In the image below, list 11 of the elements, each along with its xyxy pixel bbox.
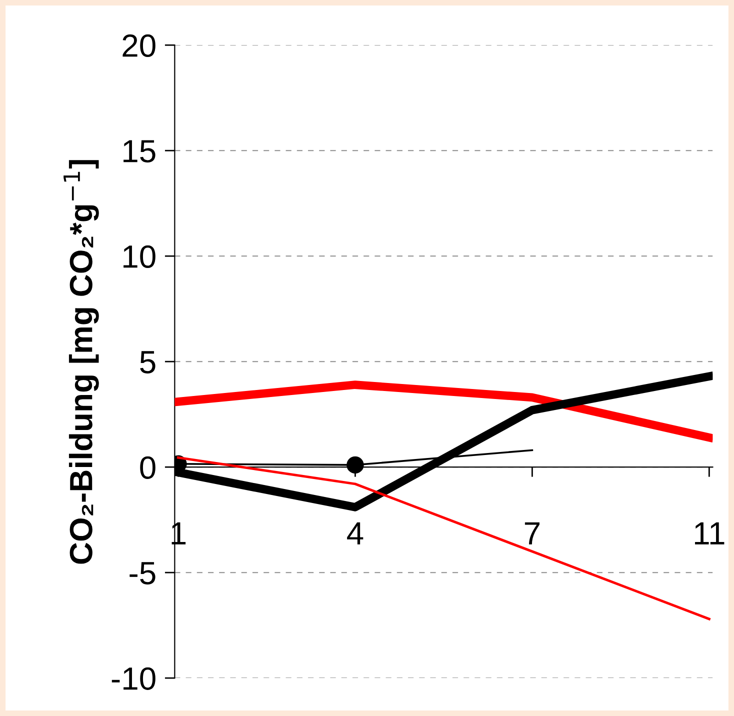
y-axis-title: CO₂-Bildung [mg CO₂*g$^{−1}$]: [64, 160, 99, 564]
y-tick-label: 15: [124, 140, 156, 162]
x-tick-label: 4: [347, 522, 364, 544]
y-tick-label: 10: [124, 245, 156, 268]
y-tick-label: 0: [140, 456, 156, 479]
y-tick-label: 20: [122, 34, 156, 57]
y-tick-label: -10: [112, 667, 156, 690]
x-tick-label: 7: [524, 522, 540, 544]
y-tick-label: -5: [130, 562, 156, 584]
y-tick-label: 5: [140, 351, 156, 374]
x-tick-label: 11: [695, 522, 724, 544]
